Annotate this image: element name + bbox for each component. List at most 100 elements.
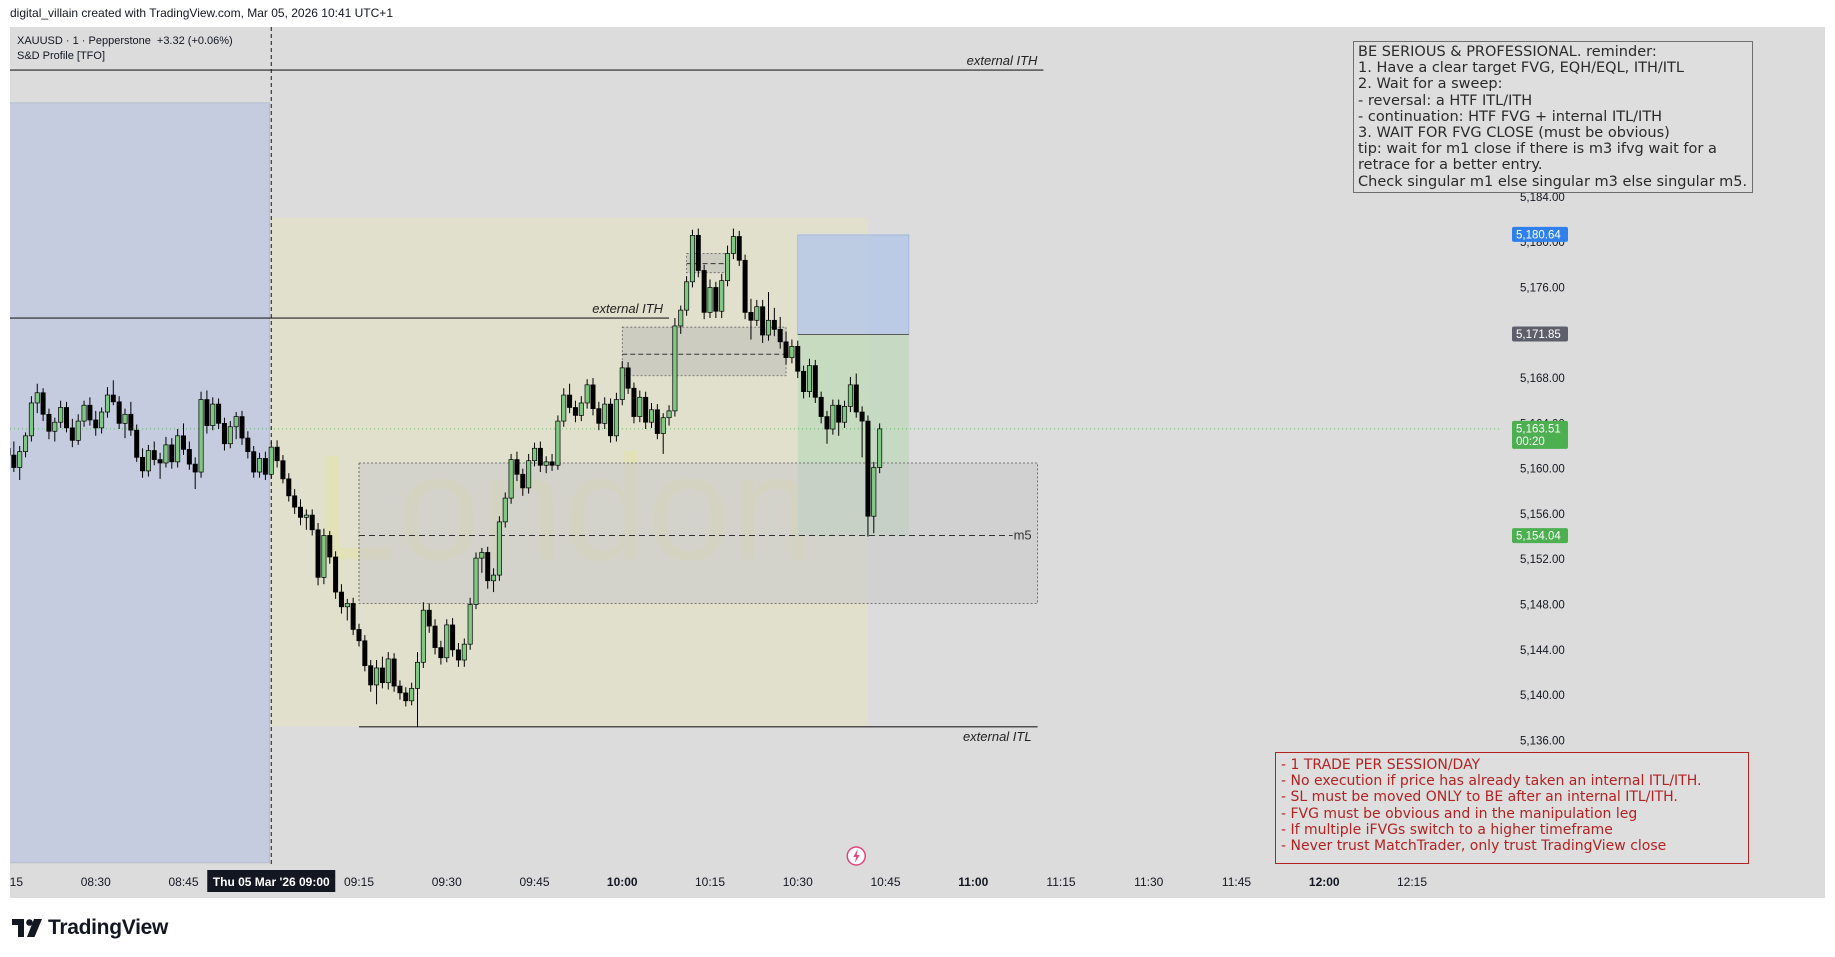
rule-line: - 1 TRADE PER SESSION/DAY xyxy=(1281,757,1481,773)
candle-body xyxy=(485,552,491,582)
candle xyxy=(344,598,350,621)
candle xyxy=(859,406,865,458)
candle xyxy=(765,291,771,341)
candle xyxy=(514,451,520,482)
candle-body xyxy=(590,384,596,409)
candle-body xyxy=(338,591,344,608)
candle-body xyxy=(514,459,520,475)
candle xyxy=(251,446,257,478)
candle xyxy=(327,530,333,564)
candle-body xyxy=(602,403,608,424)
candle xyxy=(771,307,777,337)
flash-icon xyxy=(846,846,866,866)
price-label-badge xyxy=(1512,226,1568,242)
rules-note[interactable]: - 1 TRADE PER SESSION/DAY - No execution … xyxy=(1275,752,1749,864)
candle-body xyxy=(473,557,479,605)
candle xyxy=(713,281,719,319)
tradingview-logo-icon xyxy=(12,919,42,937)
reminder-line: - continuation: HTF FVG + internal ITL/I… xyxy=(1358,108,1663,125)
candle-body xyxy=(327,535,333,558)
candle xyxy=(122,408,128,439)
chart-credit: digital_villain created with TradingView… xyxy=(10,6,393,20)
candle-body xyxy=(467,604,473,645)
indicator-label[interactable]: S&D Profile [TFO] xyxy=(17,50,106,62)
candle xyxy=(596,401,602,431)
candle-body xyxy=(625,367,631,389)
tradingview-wordmark: TradingView xyxy=(48,916,169,939)
candle-body xyxy=(34,392,40,404)
candle xyxy=(17,446,23,480)
time-tick-label: 11:30 xyxy=(1134,875,1163,889)
candle xyxy=(783,331,789,365)
candle-body xyxy=(578,402,584,416)
candle-body xyxy=(719,280,725,312)
candle-body xyxy=(63,407,69,429)
candle-body xyxy=(502,497,508,523)
position-target-zone xyxy=(797,234,910,335)
candle-body xyxy=(654,409,660,434)
candle-body xyxy=(303,514,309,518)
candle xyxy=(836,399,842,436)
candle-body xyxy=(298,506,304,518)
candle-body xyxy=(491,574,497,582)
candle-body xyxy=(11,454,17,468)
candle-body xyxy=(192,463,198,473)
candle xyxy=(385,652,391,690)
candle xyxy=(116,396,122,430)
candle xyxy=(707,279,713,319)
candle xyxy=(128,401,134,436)
time-tick-label: 08:15 xyxy=(10,875,23,889)
candle-body xyxy=(151,450,157,460)
candle-body xyxy=(333,556,339,593)
candle-body xyxy=(239,416,245,439)
liquidity-level-label: external ITH xyxy=(967,53,1038,68)
candle-body xyxy=(836,404,842,423)
candle-body xyxy=(204,399,210,426)
candle xyxy=(444,619,450,663)
candle xyxy=(93,410,99,436)
candle-body xyxy=(842,406,848,423)
candle-body xyxy=(110,394,116,403)
candle xyxy=(561,388,567,427)
candle-body xyxy=(789,345,795,359)
candle xyxy=(496,516,502,581)
candle xyxy=(842,400,848,428)
candle-body xyxy=(374,667,380,686)
liquidity-level-label: external ITL xyxy=(963,729,1032,744)
candle-body xyxy=(362,640,368,667)
candle xyxy=(40,388,46,422)
candle xyxy=(543,456,549,474)
candle xyxy=(52,417,58,442)
candle xyxy=(28,396,34,442)
candle-body xyxy=(292,495,298,508)
candle xyxy=(830,399,836,435)
time-tick-label: 08:30 xyxy=(81,875,111,889)
candle-body xyxy=(531,447,537,462)
rule-line: - SL must be moved ONLY to BE after an i… xyxy=(1281,789,1678,806)
rule-line: - FVG must be obvious and in the manipul… xyxy=(1281,805,1638,822)
candle xyxy=(461,638,467,667)
candle-body xyxy=(736,236,742,261)
candle xyxy=(531,442,537,467)
candle xyxy=(526,453,532,494)
symbol-legend[interactable]: XAUUSD · 1 · Pepperstone +3.32 (+0.06%) xyxy=(17,34,233,49)
crosshair-time-label: Thu 05 Mar '26 09:00 xyxy=(213,875,330,889)
candle xyxy=(450,618,456,657)
time-tick-label: 09:15 xyxy=(344,875,374,889)
candle xyxy=(438,640,444,665)
candle xyxy=(760,299,766,343)
candle-body xyxy=(210,403,216,426)
candle-body xyxy=(684,281,690,311)
candle-body xyxy=(268,446,274,475)
candle xyxy=(379,656,385,689)
candle xyxy=(309,509,315,536)
tradingview-logo[interactable]: TradingView xyxy=(12,916,168,940)
candle-body xyxy=(175,435,181,463)
candle-body xyxy=(643,396,649,423)
candle-body xyxy=(397,685,403,694)
candle xyxy=(34,383,40,414)
reminder-note[interactable]: BE SERIOUS & PROFESSIONAL. reminder: 1. H… xyxy=(1353,41,1753,193)
candle xyxy=(321,528,327,585)
reminder-line: 2. Wait for a sweep: xyxy=(1358,76,1503,93)
